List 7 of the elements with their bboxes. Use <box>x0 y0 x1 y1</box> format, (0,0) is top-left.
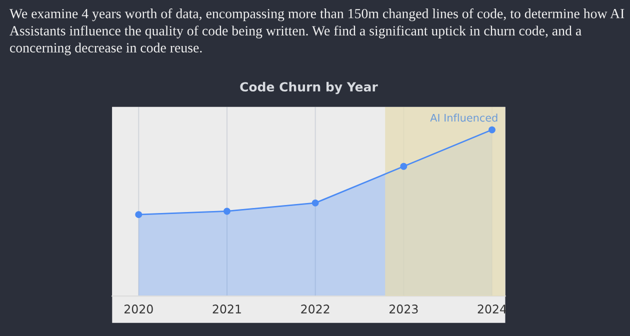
text: We examine 4 years worth of data, encompassing more than 150m changed lines of code, to determine how AI Assistants influence the quality of code being written. We find a significant uptick in churn code, and a concerning decrease in code reuse. <box>9 8 624 56</box>
band-label: AI Influenced <box>430 114 498 122</box>
x-tick-label: 2020 <box>124 304 153 314</box>
x-tick-label: 2023 <box>390 304 418 314</box>
chart-title: Code Churn by Year <box>240 82 378 94</box>
x-tick-label: 2021 <box>212 304 241 314</box>
x-tick-label: 2022 <box>301 304 330 314</box>
